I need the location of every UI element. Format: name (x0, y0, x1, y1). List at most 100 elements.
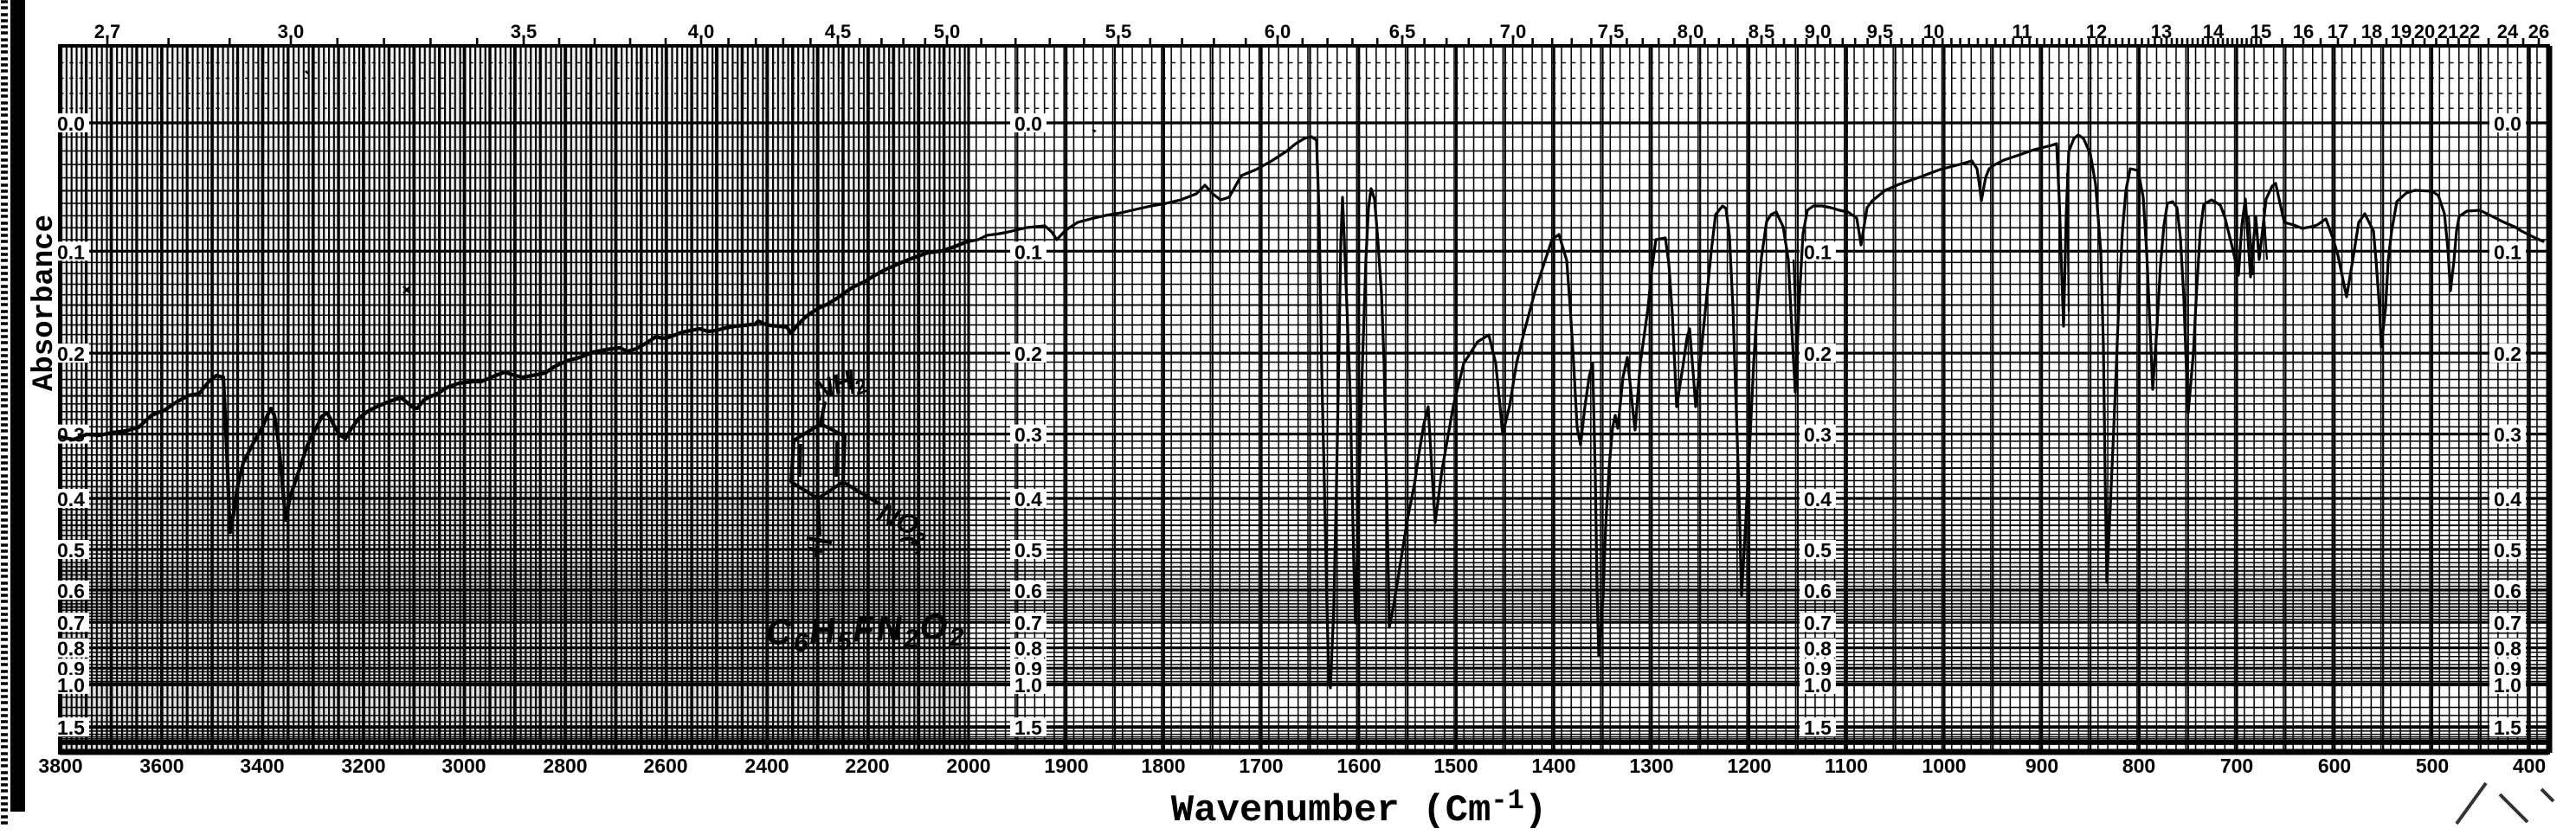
svg-text:0.2: 0.2 (1014, 343, 1042, 365)
svg-text:7.5: 7.5 (1598, 21, 1625, 42)
svg-text:0.2: 0.2 (57, 343, 85, 365)
svg-text:0.7: 0.7 (2494, 612, 2521, 634)
svg-text:15: 15 (2251, 21, 2271, 42)
svg-text:1.0: 1.0 (1804, 674, 1832, 697)
svg-text:0.4: 0.4 (1804, 488, 1832, 511)
svg-text:0.0: 0.0 (1014, 112, 1042, 135)
svg-text:0.6: 0.6 (1804, 580, 1832, 602)
svg-text:5.0: 5.0 (934, 21, 961, 42)
svg-text:2800: 2800 (543, 755, 587, 777)
svg-text:0.8: 0.8 (1804, 638, 1832, 660)
svg-text:0.2: 0.2 (2494, 343, 2521, 365)
svg-text:3400: 3400 (240, 755, 284, 777)
svg-text:3000: 3000 (441, 755, 486, 777)
svg-text:1.5: 1.5 (1014, 716, 1042, 739)
svg-text:800: 800 (2122, 755, 2155, 777)
svg-text:0.4: 0.4 (1014, 488, 1042, 511)
svg-text:0.3: 0.3 (2494, 424, 2521, 446)
svg-text:7.0: 7.0 (1500, 21, 1527, 42)
svg-text:0.5: 0.5 (2494, 539, 2521, 562)
svg-text:0.6: 0.6 (57, 580, 85, 602)
svg-text:2.7: 2.7 (94, 21, 121, 42)
svg-text:400: 400 (2513, 755, 2546, 777)
svg-text:1400: 1400 (1531, 755, 1575, 777)
svg-text:1200: 1200 (1727, 755, 1771, 777)
svg-text:1700: 1700 (1239, 755, 1283, 777)
svg-text:3.0: 3.0 (278, 21, 305, 42)
svg-text:0.3: 0.3 (1804, 424, 1832, 446)
svg-text:1.5: 1.5 (2494, 716, 2521, 739)
svg-text:3800: 3800 (38, 755, 82, 777)
svg-text:13: 13 (2151, 21, 2172, 42)
svg-text:14: 14 (2203, 21, 2225, 42)
svg-text:24: 24 (2497, 21, 2519, 42)
svg-text:0.5: 0.5 (1804, 539, 1832, 562)
svg-text:16: 16 (2293, 21, 2314, 42)
svg-text:1100: 1100 (1825, 755, 1868, 777)
svg-text:6.5: 6.5 (1389, 21, 1416, 42)
svg-text:6.0: 6.0 (1265, 21, 1291, 42)
svg-text:8.0: 8.0 (1678, 21, 1704, 42)
svg-text:9.5: 9.5 (1867, 21, 1894, 42)
svg-text:1500: 1500 (1433, 755, 1478, 777)
svg-text:0.1: 0.1 (57, 241, 85, 263)
svg-text:1600: 1600 (1336, 755, 1381, 777)
svg-text:0.8: 0.8 (1014, 638, 1042, 660)
svg-text:900: 900 (2025, 755, 2058, 777)
svg-text:18: 18 (2361, 21, 2382, 42)
svg-text:1900: 1900 (1044, 755, 1088, 777)
svg-text:19: 19 (2391, 21, 2412, 42)
svg-text:1.0: 1.0 (57, 674, 85, 697)
svg-text:0.1: 0.1 (2494, 241, 2521, 263)
svg-text:1300: 1300 (1629, 755, 1673, 777)
svg-text:0.7: 0.7 (1804, 612, 1832, 634)
svg-text:0.0: 0.0 (2494, 112, 2521, 135)
svg-text:1000: 1000 (1922, 755, 1966, 777)
svg-text:1.5: 1.5 (1804, 716, 1832, 739)
svg-text:20: 20 (2414, 21, 2435, 42)
svg-text:8.5: 8.5 (1748, 21, 1775, 42)
svg-text:700: 700 (2220, 755, 2253, 777)
svg-text:0.0: 0.0 (57, 112, 85, 135)
svg-text:0.8: 0.8 (57, 638, 85, 660)
svg-text:0.3: 0.3 (1014, 424, 1042, 446)
svg-text:11: 11 (2012, 21, 2032, 42)
svg-text:0.5: 0.5 (57, 539, 85, 562)
svg-text:500: 500 (2416, 755, 2449, 777)
svg-text:5.5: 5.5 (1105, 21, 1132, 42)
svg-text:2600: 2600 (643, 755, 687, 777)
svg-text:2400: 2400 (744, 755, 789, 777)
svg-text:0.2: 0.2 (1804, 343, 1832, 365)
svg-text:0.6: 0.6 (1014, 580, 1042, 602)
svg-text:10: 10 (1923, 21, 1944, 42)
svg-text:1.0: 1.0 (1014, 674, 1042, 697)
svg-text:4.5: 4.5 (825, 21, 852, 42)
svg-text:17: 17 (2328, 21, 2348, 42)
svg-text:0.1: 0.1 (1804, 241, 1832, 263)
svg-text:3600: 3600 (139, 755, 184, 777)
svg-text:0.4: 0.4 (2494, 488, 2521, 511)
svg-text:12: 12 (2086, 21, 2107, 42)
svg-text:Wavenumber (Cm-1): Wavenumber (Cm-1) (1171, 785, 1547, 831)
svg-text:0.7: 0.7 (57, 612, 85, 634)
svg-text:0.8: 0.8 (2494, 638, 2521, 660)
svg-text:22: 22 (2459, 21, 2480, 42)
svg-text:2000: 2000 (946, 755, 990, 777)
svg-text:3200: 3200 (341, 755, 385, 777)
svg-text:0.1: 0.1 (1014, 241, 1042, 263)
svg-text:26: 26 (2528, 21, 2549, 42)
svg-text:1.0: 1.0 (2494, 674, 2521, 697)
svg-text:2200: 2200 (845, 755, 889, 777)
svg-text:0.3: 0.3 (57, 424, 85, 446)
svg-text:0.6: 0.6 (2494, 580, 2521, 602)
svg-text:1800: 1800 (1141, 755, 1185, 777)
svg-text:4.0: 4.0 (688, 21, 715, 42)
svg-text:0.5: 0.5 (1014, 539, 1042, 562)
svg-text:0.4: 0.4 (57, 488, 85, 511)
svg-text:9.0: 9.0 (1805, 21, 1832, 42)
svg-text:21: 21 (2438, 21, 2458, 42)
svg-text:3.5: 3.5 (511, 21, 538, 42)
svg-text:1.5: 1.5 (57, 716, 85, 739)
svg-text:0.7: 0.7 (1014, 612, 1042, 634)
svg-text:Absorbance: Absorbance (29, 215, 61, 391)
